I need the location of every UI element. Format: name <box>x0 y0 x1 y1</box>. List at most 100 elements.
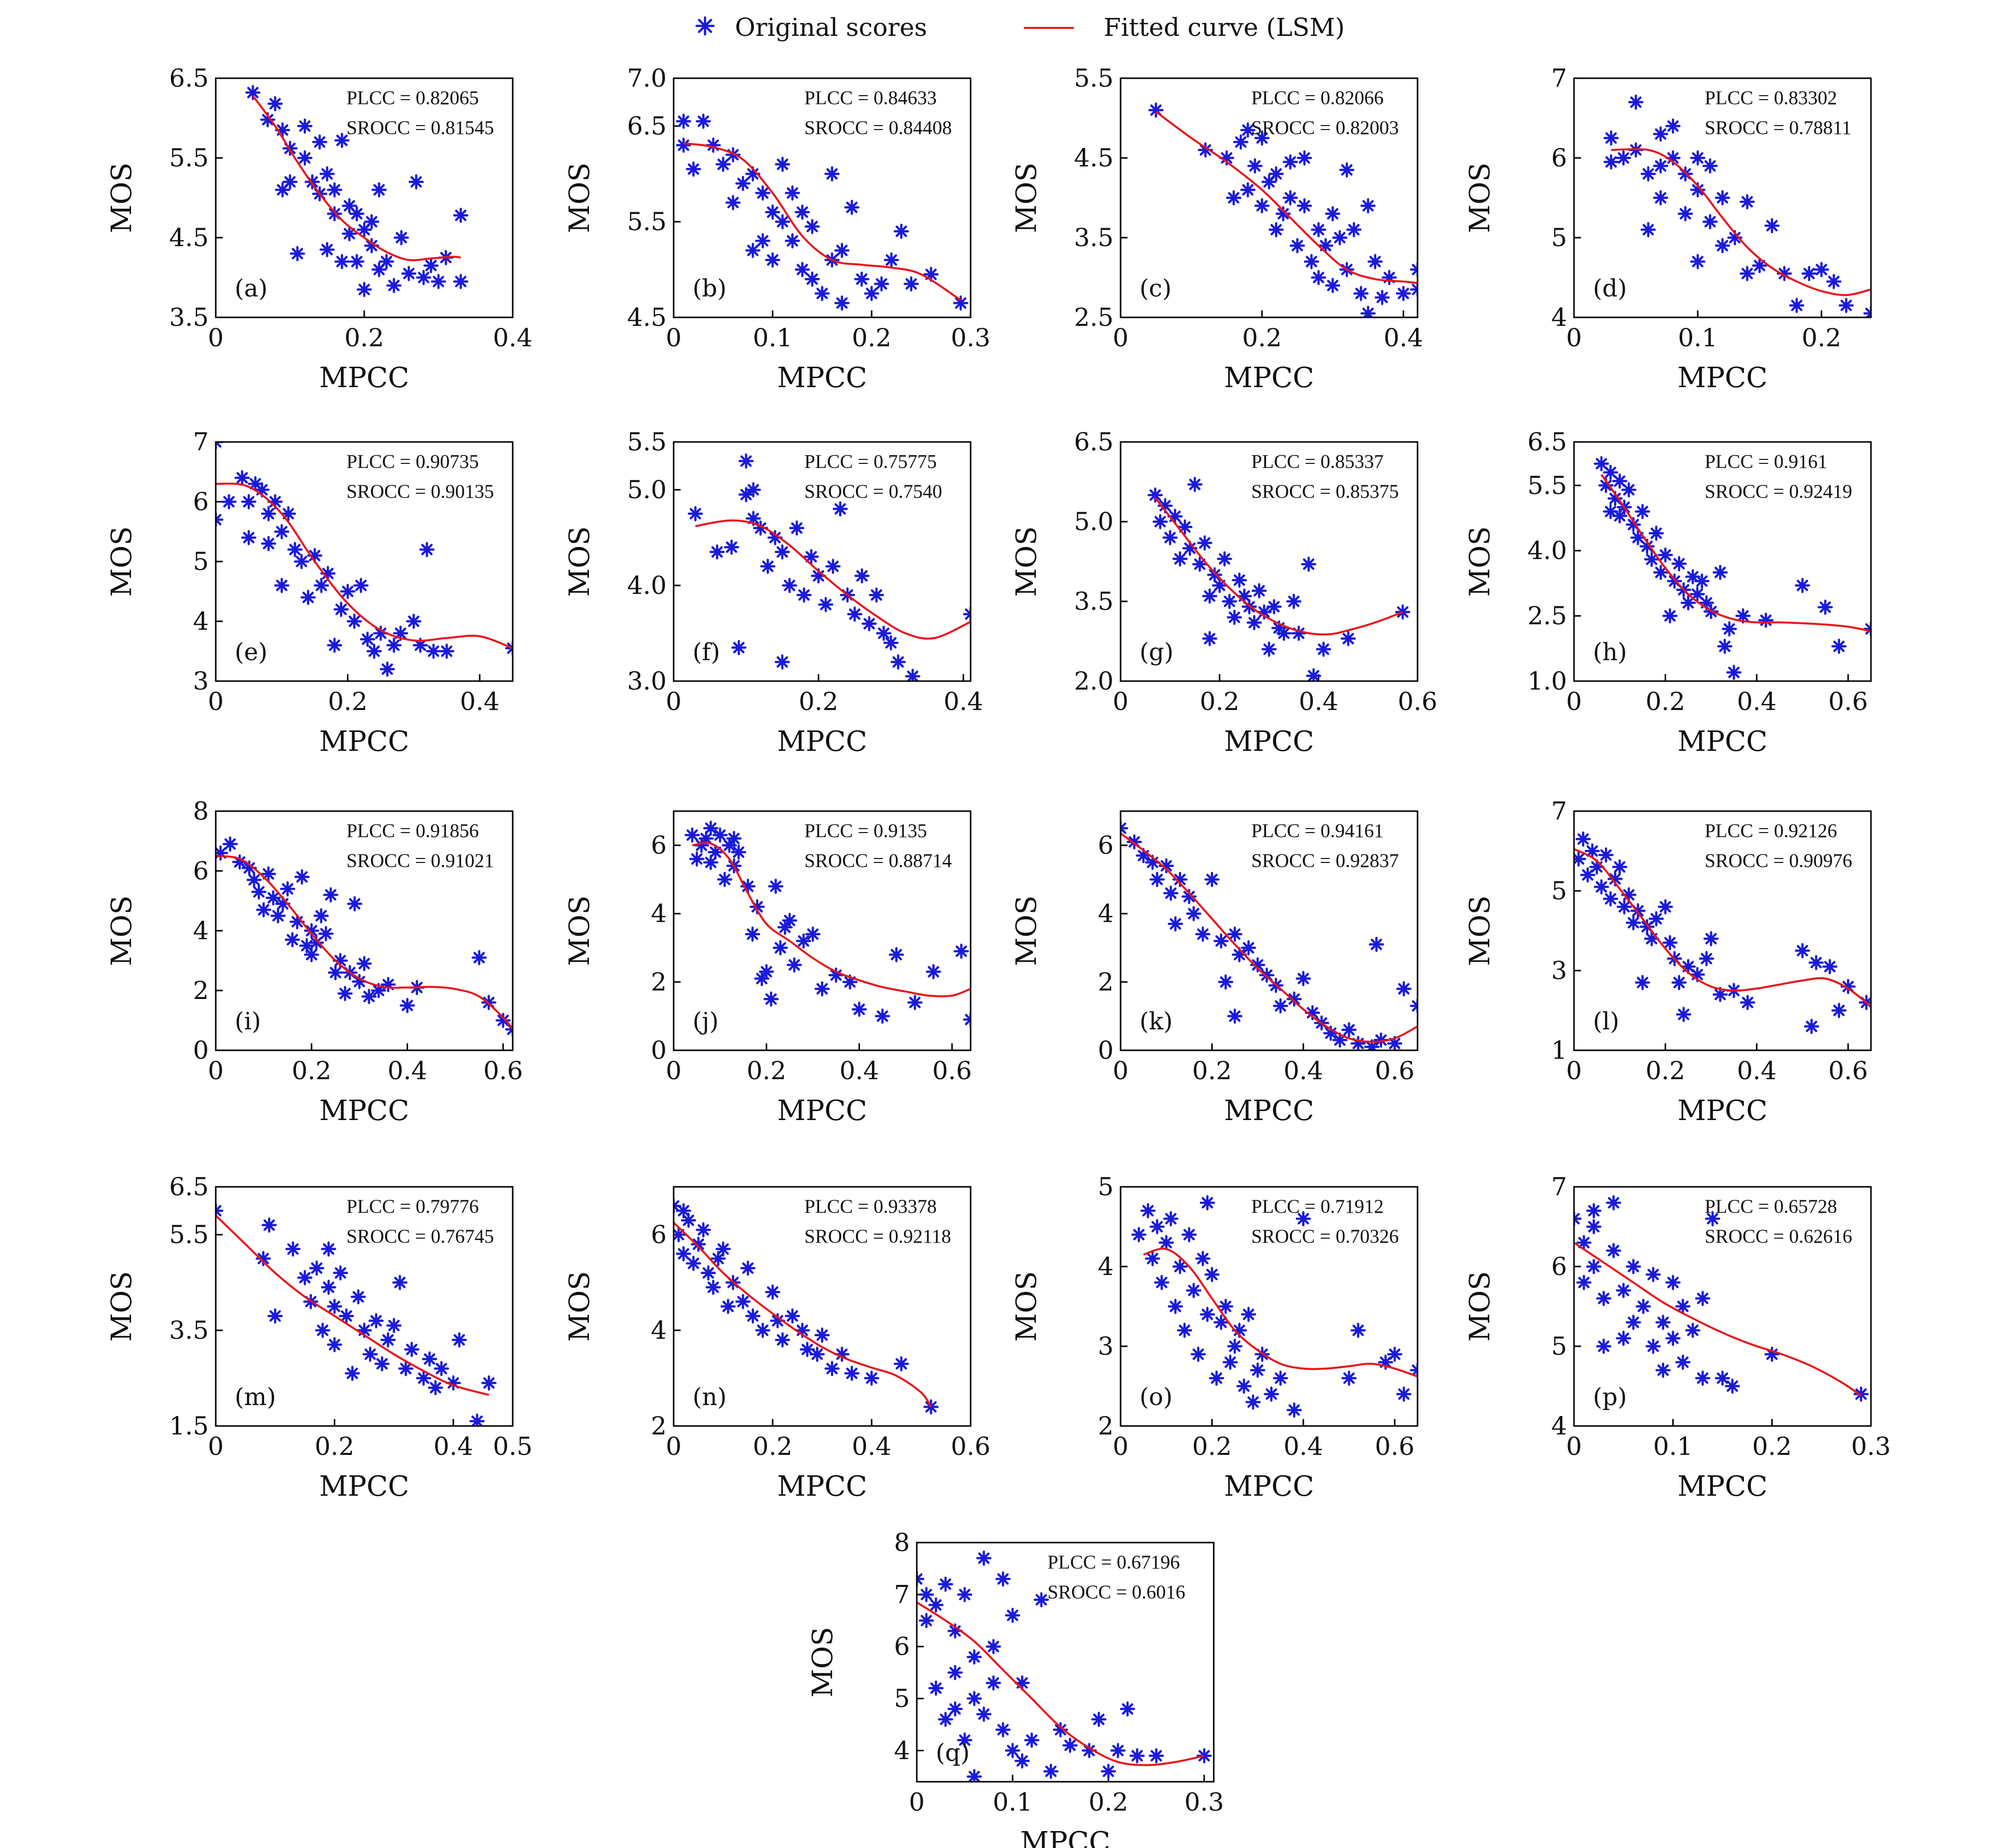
data-point <box>1396 981 1412 996</box>
plot-frame <box>215 810 514 1051</box>
data-point <box>1197 535 1213 551</box>
x-tick-label: 0.1 <box>993 1788 1032 1817</box>
panel-label: (o) <box>1140 1383 1172 1411</box>
data-point <box>854 568 870 584</box>
srocc-label: SROCC = 0.70326 <box>1251 1226 1399 1247</box>
data-point <box>786 957 802 973</box>
data-point <box>1148 1748 1164 1764</box>
data-point <box>1341 1022 1357 1038</box>
data-point <box>1340 631 1356 646</box>
plcc-label: PLCC = 0.71912 <box>1251 1196 1384 1217</box>
data-point <box>706 1279 721 1295</box>
data-point <box>216 1203 224 1219</box>
data-point <box>328 965 343 981</box>
scatter-series <box>1574 831 1871 1034</box>
data-point <box>234 470 250 486</box>
data-point <box>346 613 362 629</box>
data-point <box>340 583 356 599</box>
plcc-label: PLCC = 0.94161 <box>1251 820 1384 842</box>
data-point <box>1286 593 1301 609</box>
x-axis-title: MPCC <box>777 1470 867 1503</box>
data-point <box>917 1571 925 1587</box>
data-point <box>1245 1394 1261 1410</box>
x-axis-title: MPCC <box>1020 1826 1111 1848</box>
data-point <box>715 1241 731 1257</box>
plot-frame <box>1120 810 1419 1051</box>
data-point <box>1596 1290 1611 1306</box>
fitted-curve <box>216 482 513 649</box>
y-tick-label: 4 <box>651 899 667 928</box>
data-point <box>1658 899 1673 915</box>
data-point <box>938 1711 953 1727</box>
panel-label: (l) <box>1593 1007 1619 1035</box>
data-point <box>364 238 380 254</box>
data-point <box>1740 995 1755 1010</box>
plcc-label: PLCC = 0.91856 <box>346 820 479 842</box>
data-point <box>928 1680 944 1696</box>
y-tick-label: 7 <box>1551 1172 1567 1201</box>
plot-frame <box>673 441 972 682</box>
data-point <box>216 442 224 450</box>
y-tick-label: 3 <box>1551 956 1567 985</box>
panel-label: (n) <box>693 1383 726 1411</box>
data-point <box>1227 609 1242 625</box>
x-axis-title: MPCC <box>777 362 867 394</box>
x-axis-title: MPCC <box>1224 725 1314 758</box>
data-point <box>1645 1338 1661 1354</box>
data-point <box>1658 547 1673 563</box>
x-tick-label: 0.4 <box>493 323 533 352</box>
y-axis-title: MOS <box>564 162 596 233</box>
data-point <box>1301 557 1316 572</box>
data-point <box>1863 305 1871 317</box>
x-axis-title: MPCC <box>319 362 410 394</box>
srocc-label: SROCC = 0.88714 <box>804 850 952 871</box>
fitted-curve <box>252 95 461 262</box>
fitted-curve <box>1143 1248 1418 1378</box>
data-point <box>1396 285 1411 301</box>
y-axis-title: MOS <box>1464 526 1496 597</box>
data-point <box>1339 162 1355 178</box>
data-point <box>765 204 780 220</box>
y-tick-label: 2.0 <box>1074 667 1114 696</box>
plot-frame <box>1573 1186 1872 1427</box>
data-point <box>319 166 335 182</box>
chart-panel-6: 0 0.2 0.4 0.6 2.0 3.5 5.0 6.5 MPCC MOS (g) PLCC = 0… <box>1010 427 1437 758</box>
data-point <box>430 274 446 289</box>
plot-frame <box>1573 810 1872 1051</box>
x-tick-label: 0 <box>1113 687 1129 716</box>
data-point <box>266 890 281 906</box>
data-point <box>433 1361 449 1377</box>
y-tick-label: 5.5 <box>627 427 667 456</box>
data-point <box>1635 504 1650 519</box>
x-tick-label: 0.2 <box>799 687 839 716</box>
data-point <box>1144 1251 1160 1267</box>
data-point <box>267 1308 283 1324</box>
data-point <box>709 544 725 560</box>
data-point <box>796 587 812 603</box>
data-point <box>703 821 718 836</box>
data-point <box>419 542 435 558</box>
data-point <box>221 494 237 510</box>
data-point <box>774 654 790 670</box>
x-tick-label: 0 <box>666 1432 682 1461</box>
data-point <box>1227 926 1243 942</box>
data-point <box>1831 1002 1847 1018</box>
data-point <box>1685 1322 1701 1338</box>
chart-panel-1: 0 0.1 0.2 0.3 4.5 5.5 6.5 7.0 MPCC MOS (b) PLCC = 0… <box>564 64 991 394</box>
fitted-curve <box>1574 848 1871 1007</box>
data-point <box>344 1366 360 1381</box>
data-point <box>1226 190 1242 206</box>
x-tick-label: 0.2 <box>746 1056 786 1085</box>
data-point <box>1699 951 1715 967</box>
y-tick-label: 5 <box>1098 1172 1114 1201</box>
data-point <box>1218 1298 1234 1314</box>
data-point <box>1110 1743 1126 1758</box>
data-point <box>883 635 899 651</box>
data-point <box>274 577 289 593</box>
data-point <box>818 597 834 612</box>
data-point <box>825 559 841 574</box>
x-axis-title: MPCC <box>1224 1470 1314 1503</box>
plot-frame <box>215 441 514 682</box>
x-tick-label: 0.3 <box>1184 1788 1224 1817</box>
data-point <box>947 1665 963 1681</box>
